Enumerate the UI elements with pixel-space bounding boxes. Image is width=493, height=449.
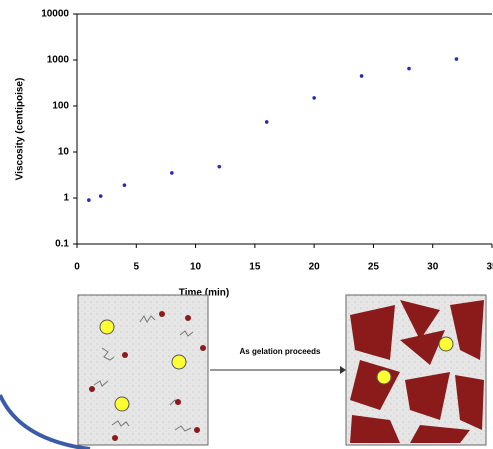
particle	[376, 369, 392, 385]
x-tick-label: 0	[74, 262, 80, 273]
y-tick-label: 0.1	[55, 239, 69, 250]
data-point	[312, 96, 316, 100]
gel-network	[350, 300, 484, 443]
y-tick-label: 10	[58, 147, 70, 158]
chains	[93, 315, 194, 432]
chain-ends	[89, 311, 206, 441]
particle	[171, 354, 187, 370]
x-tick-label: 20	[309, 262, 321, 273]
x-tick-label: 30	[427, 262, 439, 273]
x-tick-label: 35	[486, 262, 493, 273]
data-point	[98, 194, 103, 198]
y-tick-label: 1	[63, 193, 69, 204]
y-tick-label: 10000	[41, 9, 69, 20]
decor-curve	[0, 394, 91, 449]
y-axis-label: Viscosity (centipoise)	[15, 78, 26, 181]
diagram: As gelation proceeds	[77, 294, 487, 446]
arrow-head	[340, 366, 346, 374]
arrow-label: As gelation proceeds	[240, 347, 321, 356]
x-tick-label: 10	[190, 262, 202, 273]
data-point	[264, 120, 269, 124]
x-tick-label: 5	[134, 262, 140, 273]
data-point	[217, 164, 222, 169]
data-point	[87, 198, 91, 202]
x-tick-label: 25	[368, 262, 380, 273]
particle	[99, 319, 115, 335]
y-tick-label: 1000	[47, 55, 70, 66]
data-point	[454, 57, 459, 61]
particle	[114, 396, 130, 412]
particle	[438, 336, 454, 352]
x-axis-label: Time (min)	[179, 288, 229, 299]
data-point	[407, 66, 411, 71]
y-tick-label: 100	[52, 101, 69, 112]
data-point	[122, 183, 127, 187]
data-point	[170, 171, 174, 175]
x-tick-label: 15	[249, 262, 261, 273]
data-point	[359, 74, 364, 78]
